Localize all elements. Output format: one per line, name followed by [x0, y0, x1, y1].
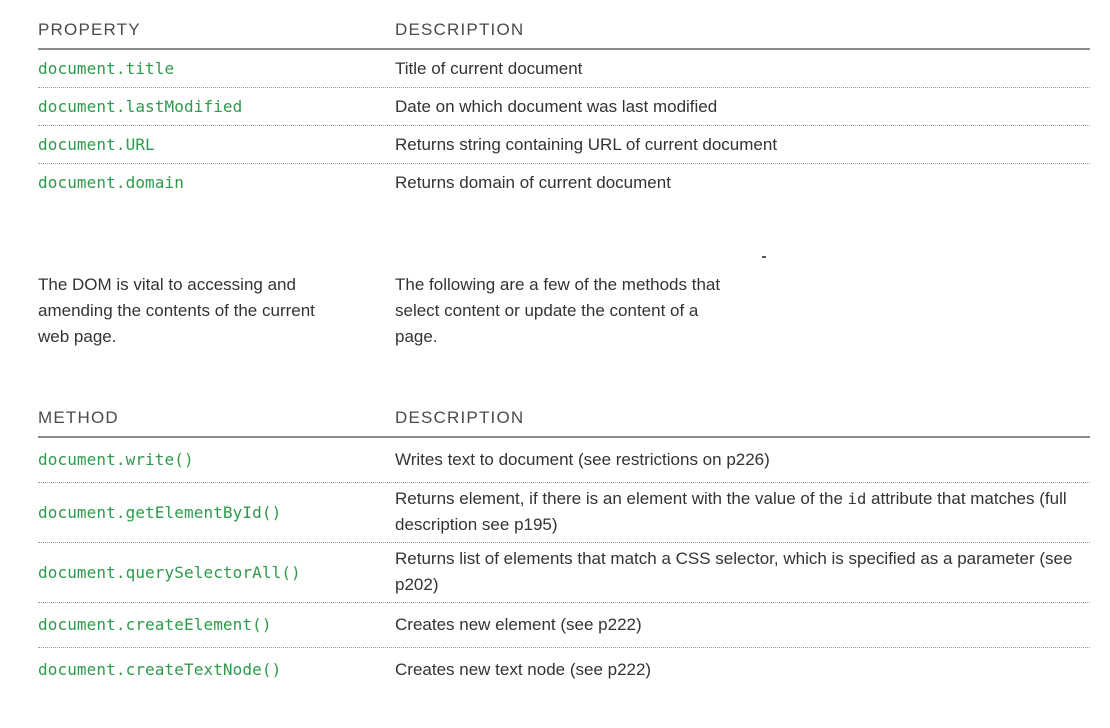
property-name: document.lastModified [38, 97, 243, 116]
table-row: document.lastModified Date on which docu… [38, 88, 1090, 126]
property-name: document.title [38, 59, 175, 78]
method-name: document.write() [38, 450, 194, 469]
method-description: Returns element, if there is an element … [395, 486, 1090, 538]
methods-table: METHOD DESCRIPTION document.write() Writ… [38, 400, 1090, 692]
description-text: attribute that matches (full description… [395, 489, 1067, 534]
intro-paragraph-left: The DOM is vital to accessing and amendi… [38, 275, 315, 346]
description-column-header: DESCRIPTION [395, 20, 525, 39]
method-name: document.createElement() [38, 615, 272, 634]
table-row: document.querySelectorAll() Returns list… [38, 543, 1090, 603]
property-description: Returns domain of current document [395, 172, 671, 192]
table-row: document.getElementById() Returns elemen… [38, 483, 1090, 543]
method-column-header: METHOD [38, 408, 119, 427]
method-name: document.createTextNode() [38, 660, 282, 679]
table-row: document.domain Returns domain of curren… [38, 164, 1090, 201]
intro-paragraph-right: The following are a few of the methods t… [395, 275, 721, 346]
property-name: document.domain [38, 173, 184, 192]
method-description: Returns list of elements that match a CS… [395, 549, 1073, 594]
table-row: document.createElement() Creates new ele… [38, 603, 1090, 648]
table-row: document.title Title of current document [38, 50, 1090, 88]
method-description: Creates new element (see p222) [395, 614, 642, 634]
method-name: document.getElementById() [38, 502, 282, 522]
print-speck [762, 256, 766, 258]
property-column-header: PROPERTY [38, 20, 141, 39]
method-description: Writes text to document (see restriction… [395, 449, 770, 469]
description-column-header: DESCRIPTION [395, 408, 525, 427]
methods-table-header: METHOD DESCRIPTION [38, 400, 1090, 438]
table-row: document.write() Writes text to document… [38, 438, 1090, 483]
table-row: document.createTextNode() Creates new te… [38, 648, 1090, 692]
properties-table: PROPERTY DESCRIPTION document.title Titl… [38, 12, 1090, 201]
table-row: document.URL Returns string containing U… [38, 126, 1090, 164]
method-description: Creates new text node (see p222) [395, 659, 652, 679]
method-name: document.querySelectorAll() [38, 562, 301, 582]
property-name: document.URL [38, 135, 155, 154]
properties-table-header: PROPERTY DESCRIPTION [38, 12, 1090, 50]
property-description: Title of current document [395, 58, 583, 78]
inline-code: id [847, 490, 867, 508]
description-text: Returns element, if there is an element … [395, 489, 848, 508]
property-description: Returns string containing URL of current… [395, 134, 778, 154]
property-description: Date on which document was last modified [395, 96, 718, 116]
